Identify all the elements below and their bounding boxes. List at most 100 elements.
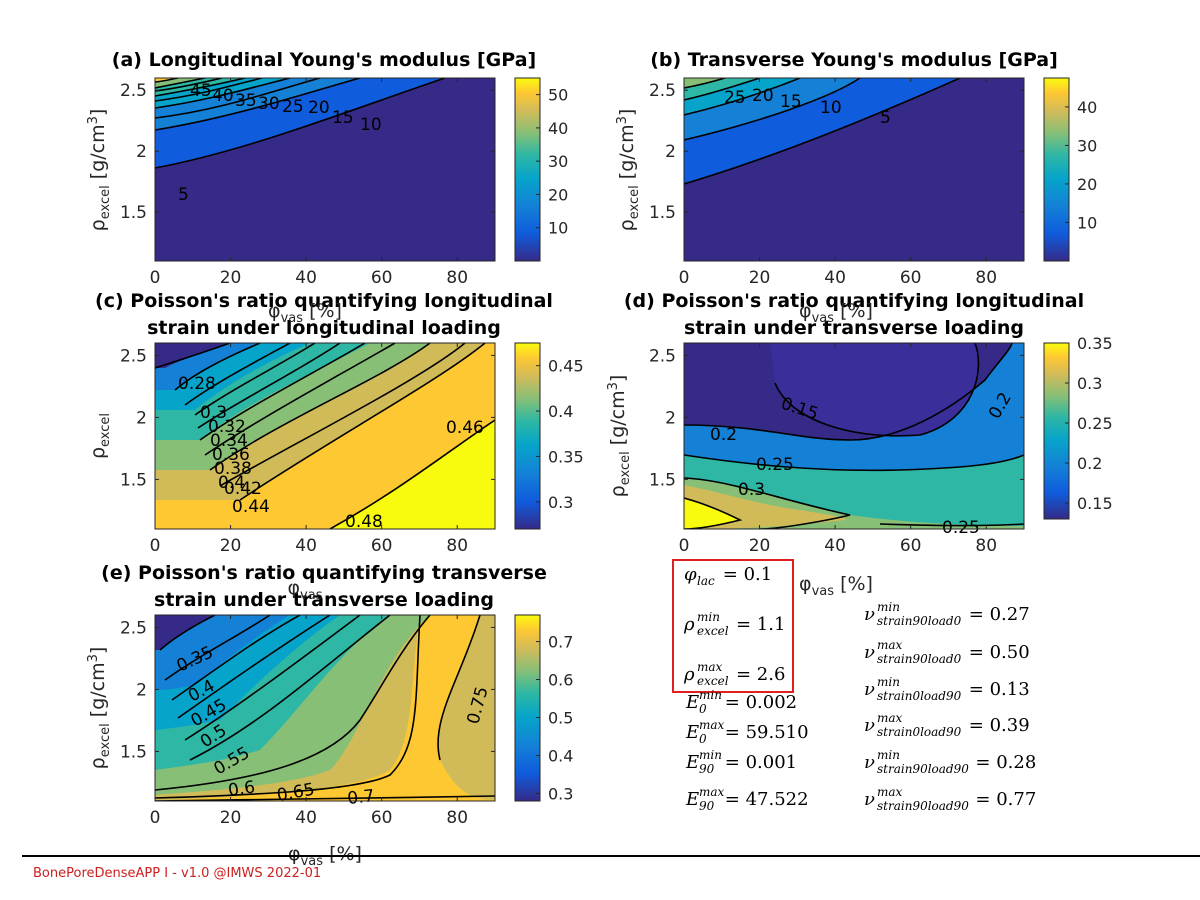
- parameter-symbol: E: [685, 752, 699, 773]
- x-tick-label: 60: [371, 536, 393, 556]
- y-tick-label: 2.5: [649, 81, 676, 101]
- y-tick-label: 1.5: [120, 203, 147, 223]
- colorbar-tick-label: 20: [1077, 175, 1097, 194]
- x-tick-label: 0: [150, 268, 161, 288]
- panel-d-contour-fill: [684, 343, 1024, 529]
- panel-b-contour-fill: [684, 78, 1024, 261]
- panel-c-frame: [154, 342, 496, 530]
- parameter-value: = 0.50: [969, 642, 1030, 663]
- contour-label: 0.42: [224, 479, 262, 499]
- parameter-value: = 0.27: [969, 604, 1030, 625]
- parameter-superscript: max: [877, 711, 903, 725]
- colorbar-tick-label: 0.45: [548, 357, 584, 376]
- contour-label: 0.38: [214, 459, 252, 479]
- contour-label: 0.3: [738, 480, 765, 500]
- parameter-superscript: min: [697, 610, 720, 624]
- contour-label: 0.25: [756, 455, 794, 475]
- panel-b-frame: [683, 77, 1025, 262]
- parameter-superscript: max: [877, 785, 903, 799]
- panel-e-frame: [154, 614, 496, 802]
- parameter-superscript: max: [697, 660, 723, 674]
- panel-d-frame: [683, 342, 1025, 530]
- x-tick-label: 80: [446, 268, 468, 288]
- panel-c-colorbar: [514, 342, 541, 530]
- panel-c-title-line1: (c) Poisson's ratio quantifying longitud…: [95, 290, 553, 312]
- colorbar-tick-label: 40: [1077, 98, 1097, 117]
- x-tick-label: 40: [824, 536, 846, 556]
- parameter-superscript: min: [877, 600, 900, 614]
- contour-label: 10: [820, 98, 842, 118]
- panel-d-colorbar: [1043, 342, 1070, 520]
- contour-label: 5: [178, 185, 189, 205]
- panel-a-contour-labels: 45 40 35 30 25 20 15 10 5: [178, 81, 382, 205]
- parameter-superscript: min: [699, 688, 722, 702]
- colorbar-tick-label: 0.2: [1077, 454, 1102, 473]
- parameter-superscript: max: [877, 638, 903, 652]
- parameter-superscript: min: [699, 748, 722, 762]
- panel-a: (a) Longitudinal Young's modulus [GPa]: [86, 49, 568, 288]
- panel-b-ylabel: ρexcel [g/cm3]: [615, 109, 642, 232]
- x-tick-label: 80: [446, 808, 468, 828]
- panel-d-title-line2: strain under transverse loading: [684, 317, 1024, 339]
- parameter-subscript: 0: [699, 702, 707, 716]
- panel-d: (d) Poisson's ratio quantifying longitud…: [606, 290, 1113, 556]
- parameter-symbol: E: [685, 692, 699, 713]
- panel-a-xlabel: φvas [%]: [268, 300, 342, 326]
- panel-d-ylabel: ρexcel [g/cm3]: [606, 375, 633, 498]
- x-tick-label: 40: [295, 268, 317, 288]
- panel-a-title: (a) Longitudinal Young's modulus [GPa]: [112, 49, 536, 71]
- y-tick-label: 2.5: [120, 81, 147, 101]
- contour-label: 25: [282, 97, 304, 117]
- panel-e-colorbar: [514, 614, 541, 802]
- colorbar-tick-label: 0.15: [1077, 494, 1113, 513]
- x-tick-label: 20: [220, 268, 242, 288]
- parameter-symbol: ν: [864, 789, 875, 810]
- colorbar-tick-label: 40: [548, 119, 568, 138]
- colorbar-tick-label: 0.35: [548, 447, 584, 466]
- panel-a-contour-fill: [155, 78, 495, 261]
- y-tick-label: 2: [665, 408, 676, 428]
- panel-a-colorbar-ticks: 10 20 30 40 50: [536, 86, 568, 238]
- x-tick-label: 80: [975, 268, 997, 288]
- contour-label: 0.3: [200, 403, 227, 423]
- x-tick-label: 40: [295, 536, 317, 556]
- x-tick-label: 80: [446, 536, 468, 556]
- colorbar-tick-label: 20: [548, 185, 568, 204]
- parameter-symbol: E: [685, 789, 699, 810]
- y-tick-label: 1.5: [649, 470, 676, 490]
- panel-b: (b) Transverse Young's modulus [GPa] 25 …: [615, 49, 1097, 288]
- footer-text: BonePoreDenseAPP I - v1.0 @IMWS 2022-01: [33, 866, 321, 881]
- contour-label: 20: [752, 86, 774, 106]
- panel-e-contour-fill: [155, 615, 495, 801]
- parameter-symbol: ν: [864, 752, 875, 773]
- contour-label: 10: [360, 115, 382, 135]
- y-tick-label: 2: [136, 680, 147, 700]
- parameter-value: = 0.77: [975, 789, 1036, 810]
- parameter-entry: φ lac = 0.1: [684, 564, 772, 588]
- parameter-subscript: 0: [699, 732, 707, 746]
- panel-e-ylabel: ρexcel [g/cm3]: [86, 647, 113, 770]
- panel-c-contour-fill: [155, 343, 495, 529]
- panel-e-title-line2: strain under transverse loading: [154, 589, 494, 611]
- parameter-value: = 2.6: [736, 664, 785, 685]
- panel-a-colorbar: [514, 77, 541, 262]
- x-tick-label: 40: [295, 808, 317, 828]
- x-tick-label: 20: [749, 268, 771, 288]
- panel-d-title-line1: (d) Poisson's ratio quantifying longitud…: [624, 290, 1084, 312]
- contour-label: 0.4: [218, 473, 245, 493]
- x-tick-label: 80: [975, 536, 997, 556]
- colorbar-tick-label: 0.5: [548, 708, 573, 727]
- contour-label: 0.2: [710, 425, 737, 445]
- contour-label: 15: [332, 108, 354, 128]
- panel-b-ticks: 0 20 40 60 80 1.5 2 2.5: [649, 78, 1024, 288]
- panel-e: (e) Poisson's ratio quantifying transver…: [86, 562, 573, 828]
- parameter-subscript: lac: [697, 574, 715, 588]
- colorbar-tick-label: 0.25: [1077, 414, 1113, 433]
- parameter-superscript: max: [699, 785, 725, 799]
